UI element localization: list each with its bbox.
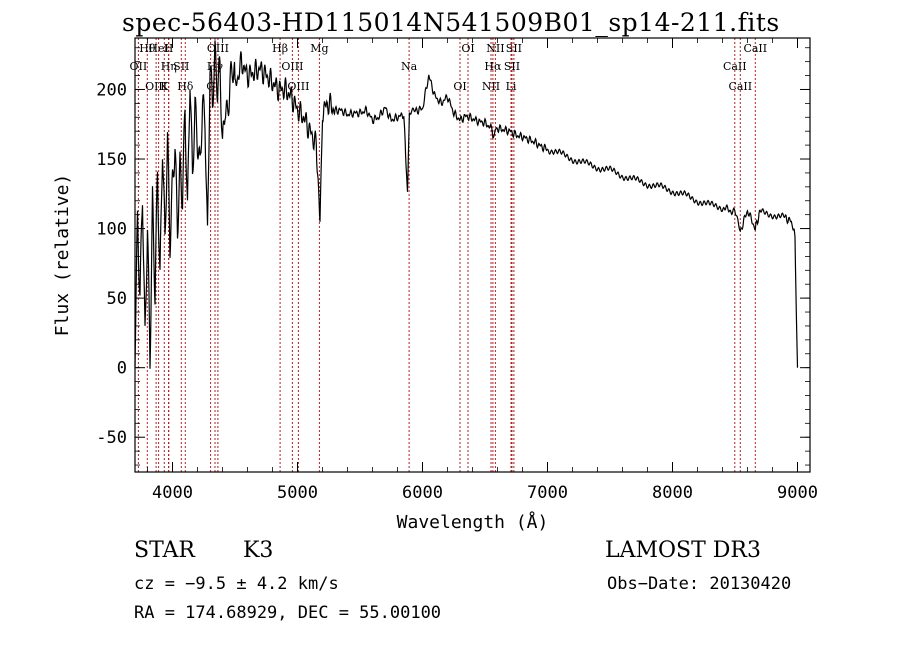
y-tick-label: 150 xyxy=(96,150,127,170)
x-tick-label: 8000 xyxy=(652,483,693,503)
y-tick-label: 100 xyxy=(96,220,127,240)
line-label-oii: OII xyxy=(130,60,148,73)
line-label-oiii: OIII xyxy=(281,60,303,73)
line-label-na: Na xyxy=(401,60,418,73)
line-label-caii: CaII xyxy=(728,80,752,93)
line-label-hη: Hη xyxy=(161,60,177,73)
object-class: STAR xyxy=(134,538,195,563)
x-tick-label: 5000 xyxy=(277,483,318,503)
x-tick-label: 6000 xyxy=(402,483,443,503)
line-label-oiii: OIII xyxy=(287,80,309,93)
line-label-hα: Hα xyxy=(484,60,502,73)
line-label-hβ: Hβ xyxy=(272,42,288,55)
spectrum-line xyxy=(134,40,799,369)
line-label-caii: CaII xyxy=(723,60,747,73)
line-label-hθ: Hθ xyxy=(139,42,156,55)
x-tick-label: 9000 xyxy=(777,483,818,503)
survey-name: LAMOST DR3 xyxy=(605,538,761,563)
object-subclass: K3 xyxy=(243,538,274,563)
line-label-mg: Mg xyxy=(310,42,328,55)
line-label-oi: OI xyxy=(453,80,466,93)
line-label-oiii: OIII xyxy=(207,42,229,55)
line-label-h: H xyxy=(164,42,174,55)
line-label-oiii: OIII xyxy=(145,80,167,93)
y-axis-label: Flux (relative) xyxy=(52,174,73,337)
line-label-k: K xyxy=(160,80,169,93)
line-label-sii: SII xyxy=(506,42,522,55)
chart-title: spec-56403-HD115014N541509B01_sp14-211.f… xyxy=(122,8,780,37)
line-label-hγ: Hγ xyxy=(207,60,224,73)
y-tick-label: 200 xyxy=(96,80,127,100)
line-label-li: Li xyxy=(506,80,517,93)
redshift-cz: cz = −9.5 ± 4.2 km/s xyxy=(134,574,339,594)
line-label-sii: SII xyxy=(504,60,520,73)
line-label-hei: HeI xyxy=(148,42,168,55)
line-label-hδ: Hδ xyxy=(177,80,194,93)
x-tick-label: 4000 xyxy=(152,483,193,503)
line-label-caii: CaII xyxy=(743,42,767,55)
plot-frame xyxy=(134,37,811,473)
y-tick-label: 0 xyxy=(117,359,127,379)
line-label-sii: SII xyxy=(173,60,189,73)
line-label-nii: NII xyxy=(482,80,500,93)
x-tick-label: 7000 xyxy=(527,483,568,503)
observation-date: Obs−Date: 20130420 xyxy=(607,574,792,594)
x-axis-label: Wavelength (Å) xyxy=(397,511,549,533)
y-tick-label: 50 xyxy=(107,289,127,309)
line-label-oi: OI xyxy=(461,42,474,55)
coordinates: RA = 174.68929, DEC = 55.00100 xyxy=(134,603,442,623)
line-label-g: G xyxy=(206,80,215,93)
y-tick-label: -50 xyxy=(96,428,127,448)
line-label-nii: NII xyxy=(486,42,504,55)
